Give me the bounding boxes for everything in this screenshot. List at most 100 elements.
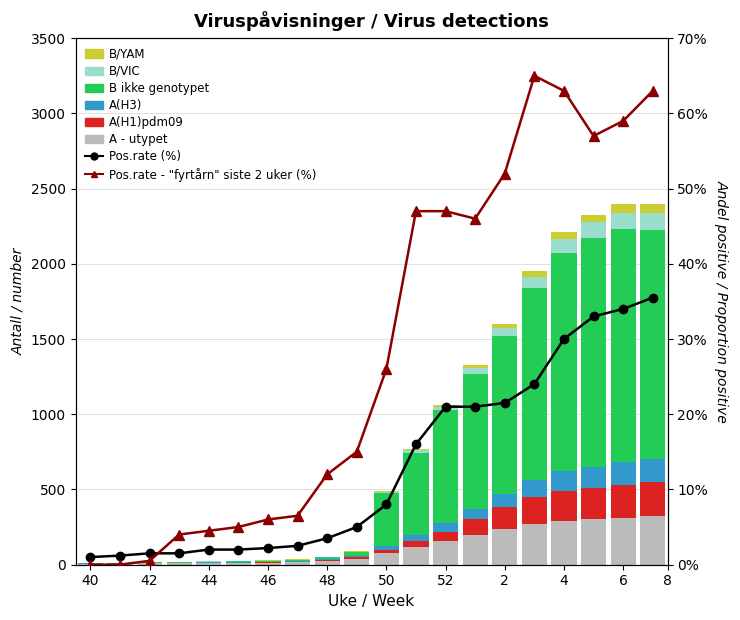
Bar: [314, 560, 340, 561]
Bar: [314, 559, 340, 560]
Bar: [610, 463, 636, 485]
Pos.rate (%): [115, 552, 124, 559]
Pos.rate - "fyrtårn" siste 2 uker (%): [204, 527, 213, 534]
Bar: [581, 488, 606, 520]
Bar: [492, 507, 517, 528]
Bar: [403, 547, 428, 565]
Pos.rate (%): [175, 549, 184, 557]
Bar: [462, 368, 488, 374]
Pos.rate - "fyrtårn" siste 2 uker (%): [559, 87, 568, 95]
Bar: [551, 254, 576, 471]
Bar: [581, 238, 606, 467]
Bar: [433, 541, 458, 565]
Bar: [374, 549, 399, 552]
Bar: [610, 205, 636, 213]
Pos.rate (%): [352, 523, 361, 531]
Bar: [610, 518, 636, 565]
Title: Viruspåvisninger / Virus detections: Viruspåvisninger / Virus detections: [194, 11, 549, 31]
Pos.rate (%): [530, 381, 539, 388]
Bar: [522, 480, 547, 497]
Bar: [551, 471, 576, 491]
Pos.rate - "fyrtårn" siste 2 uker (%): [115, 561, 124, 569]
Bar: [344, 556, 369, 557]
Bar: [196, 563, 221, 565]
Bar: [433, 523, 458, 531]
Pos.rate - "fyrtårn" siste 2 uker (%): [175, 531, 184, 538]
Bar: [403, 449, 428, 450]
Pos.rate (%): [648, 294, 657, 301]
Bar: [433, 405, 458, 407]
Pos.rate - "fyrtårn" siste 2 uker (%): [471, 215, 480, 223]
Bar: [492, 528, 517, 565]
Bar: [581, 215, 606, 223]
Bar: [344, 559, 369, 565]
Bar: [78, 564, 103, 565]
Pos.rate - "fyrtårn" siste 2 uker (%): [530, 72, 539, 79]
Pos.rate (%): [204, 546, 213, 553]
Pos.rate (%): [589, 312, 598, 320]
Bar: [462, 509, 488, 520]
Pos.rate (%): [86, 554, 95, 561]
Bar: [137, 564, 162, 565]
Y-axis label: Antall / number: Antall / number: [11, 248, 25, 355]
Pos.rate (%): [323, 534, 332, 542]
Bar: [462, 534, 488, 565]
Bar: [640, 230, 665, 459]
Bar: [403, 541, 428, 547]
Pos.rate - "fyrtårn" siste 2 uker (%): [263, 516, 272, 523]
Pos.rate - "fyrtårn" siste 2 uker (%): [352, 448, 361, 456]
Bar: [640, 482, 665, 516]
Bar: [403, 453, 428, 535]
Bar: [107, 564, 132, 565]
Bar: [551, 521, 576, 565]
Bar: [462, 365, 488, 368]
Bar: [462, 374, 488, 509]
Pos.rate (%): [619, 305, 628, 312]
Y-axis label: Andel positive / Proportion positive: Andel positive / Proportion positive: [715, 180, 729, 423]
Pos.rate (%): [145, 549, 154, 557]
Line: Pos.rate (%): Pos.rate (%): [86, 293, 657, 561]
Pos.rate - "fyrtårn" siste 2 uker (%): [500, 170, 509, 177]
Bar: [581, 223, 606, 238]
Bar: [640, 213, 665, 230]
Pos.rate (%): [293, 542, 302, 549]
Bar: [551, 239, 576, 254]
Bar: [255, 563, 280, 565]
Pos.rate - "fyrtårn" siste 2 uker (%): [648, 87, 657, 95]
Bar: [226, 563, 251, 565]
Bar: [285, 560, 310, 562]
Bar: [610, 485, 636, 518]
Bar: [551, 491, 576, 521]
Pos.rate (%): [234, 546, 243, 553]
Bar: [492, 336, 517, 494]
Pos.rate (%): [263, 544, 272, 552]
Bar: [640, 459, 665, 482]
Bar: [374, 492, 399, 493]
Bar: [344, 552, 369, 556]
Bar: [374, 552, 399, 565]
Bar: [166, 564, 192, 565]
Bar: [522, 288, 547, 480]
Pos.rate (%): [559, 335, 568, 343]
Pos.rate - "fyrtårn" siste 2 uker (%): [293, 512, 302, 520]
Bar: [522, 524, 547, 565]
Bar: [344, 557, 369, 559]
Bar: [492, 324, 517, 328]
Bar: [433, 407, 458, 410]
Bar: [285, 562, 310, 565]
Bar: [255, 560, 280, 562]
Bar: [492, 494, 517, 507]
Bar: [314, 557, 340, 559]
Pos.rate (%): [411, 441, 420, 448]
Bar: [403, 450, 428, 453]
Legend: B/YAM, B/VIC, B ikke genotypet, A(H3), A(H1)pdm09, A - utypet, Pos.rate (%), Pos: B/YAM, B/VIC, B ikke genotypet, A(H3), A…: [81, 44, 320, 185]
Bar: [492, 328, 517, 336]
Pos.rate - "fyrtårn" siste 2 uker (%): [145, 557, 154, 565]
Line: Pos.rate - "fyrtårn" siste 2 uker (%): Pos.rate - "fyrtårn" siste 2 uker (%): [85, 71, 658, 570]
Bar: [551, 232, 576, 239]
Pos.rate (%): [441, 403, 450, 410]
Bar: [433, 410, 458, 523]
Bar: [581, 467, 606, 488]
Pos.rate - "fyrtårn" siste 2 uker (%): [441, 208, 450, 215]
Bar: [522, 277, 547, 288]
